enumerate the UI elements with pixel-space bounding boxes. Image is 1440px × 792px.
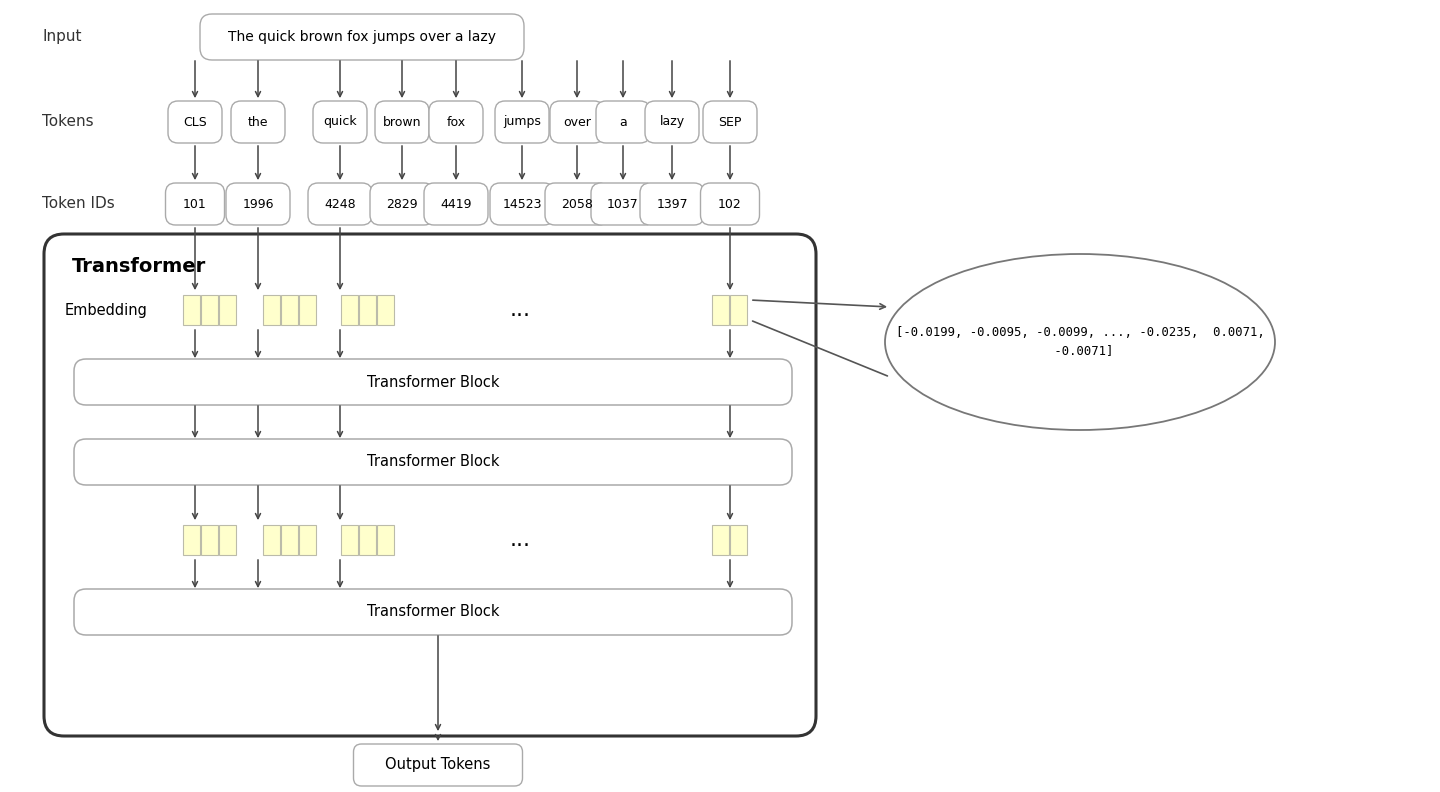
Bar bbox=[341, 295, 359, 325]
Text: 2829: 2829 bbox=[386, 197, 418, 211]
Text: 1996: 1996 bbox=[242, 197, 274, 211]
FancyBboxPatch shape bbox=[353, 744, 523, 786]
Text: 1397: 1397 bbox=[657, 197, 688, 211]
FancyBboxPatch shape bbox=[495, 101, 549, 143]
FancyBboxPatch shape bbox=[308, 183, 372, 225]
Bar bbox=[281, 295, 298, 325]
Text: CLS: CLS bbox=[183, 116, 207, 128]
FancyBboxPatch shape bbox=[226, 183, 289, 225]
FancyBboxPatch shape bbox=[73, 589, 792, 635]
Text: lazy: lazy bbox=[660, 116, 684, 128]
Bar bbox=[300, 295, 315, 325]
FancyBboxPatch shape bbox=[639, 183, 704, 225]
FancyBboxPatch shape bbox=[168, 101, 222, 143]
FancyBboxPatch shape bbox=[596, 101, 649, 143]
Text: the: the bbox=[248, 116, 268, 128]
Text: [-0.0199, -0.0095, -0.0099, ..., -0.0235,  0.0071,
 -0.0071]: [-0.0199, -0.0095, -0.0099, ..., -0.0235… bbox=[896, 326, 1264, 357]
Text: Transformer Block: Transformer Block bbox=[367, 604, 500, 619]
Text: SEP: SEP bbox=[719, 116, 742, 128]
Bar bbox=[359, 295, 376, 325]
Text: quick: quick bbox=[323, 116, 357, 128]
FancyBboxPatch shape bbox=[490, 183, 554, 225]
FancyBboxPatch shape bbox=[200, 14, 524, 60]
Text: 101: 101 bbox=[183, 197, 207, 211]
Text: Input: Input bbox=[42, 29, 82, 44]
Bar bbox=[730, 525, 747, 555]
Text: over: over bbox=[563, 116, 590, 128]
FancyBboxPatch shape bbox=[429, 101, 482, 143]
Bar bbox=[730, 295, 747, 325]
Text: Embedding: Embedding bbox=[65, 303, 148, 318]
Text: 14523: 14523 bbox=[503, 197, 541, 211]
Text: Transformer Block: Transformer Block bbox=[367, 455, 500, 470]
FancyBboxPatch shape bbox=[550, 101, 603, 143]
FancyBboxPatch shape bbox=[374, 101, 429, 143]
Text: Output Tokens: Output Tokens bbox=[386, 757, 491, 772]
FancyBboxPatch shape bbox=[45, 234, 816, 736]
Text: a: a bbox=[619, 116, 626, 128]
FancyBboxPatch shape bbox=[230, 101, 285, 143]
Bar bbox=[219, 525, 236, 555]
Bar bbox=[183, 525, 200, 555]
Bar bbox=[341, 525, 359, 555]
Bar bbox=[300, 525, 315, 555]
Bar bbox=[377, 295, 393, 325]
Text: 102: 102 bbox=[719, 197, 742, 211]
Text: ...: ... bbox=[510, 300, 530, 320]
Bar bbox=[202, 525, 217, 555]
FancyBboxPatch shape bbox=[370, 183, 433, 225]
FancyBboxPatch shape bbox=[423, 183, 488, 225]
Text: The quick brown fox jumps over a lazy: The quick brown fox jumps over a lazy bbox=[228, 30, 495, 44]
Bar bbox=[183, 295, 200, 325]
Text: jumps: jumps bbox=[503, 116, 541, 128]
Text: brown: brown bbox=[383, 116, 422, 128]
FancyBboxPatch shape bbox=[590, 183, 655, 225]
Ellipse shape bbox=[886, 254, 1274, 430]
FancyBboxPatch shape bbox=[73, 439, 792, 485]
Bar bbox=[713, 295, 729, 325]
FancyBboxPatch shape bbox=[73, 359, 792, 405]
Bar bbox=[281, 525, 298, 555]
Text: 4419: 4419 bbox=[441, 197, 472, 211]
Text: Token IDs: Token IDs bbox=[42, 196, 115, 211]
Bar bbox=[359, 525, 376, 555]
Text: 4248: 4248 bbox=[324, 197, 356, 211]
Text: Transformer Block: Transformer Block bbox=[367, 375, 500, 390]
Text: 2058: 2058 bbox=[562, 197, 593, 211]
Bar bbox=[264, 525, 281, 555]
Bar bbox=[219, 295, 236, 325]
FancyBboxPatch shape bbox=[645, 101, 698, 143]
FancyBboxPatch shape bbox=[166, 183, 225, 225]
Bar bbox=[264, 295, 281, 325]
Bar bbox=[202, 295, 217, 325]
Text: Transformer: Transformer bbox=[72, 257, 206, 276]
Text: 1037: 1037 bbox=[608, 197, 639, 211]
Bar bbox=[377, 525, 393, 555]
FancyBboxPatch shape bbox=[700, 183, 759, 225]
Text: ...: ... bbox=[510, 530, 530, 550]
Bar bbox=[713, 525, 729, 555]
Text: Tokens: Tokens bbox=[42, 115, 94, 130]
FancyBboxPatch shape bbox=[703, 101, 757, 143]
FancyBboxPatch shape bbox=[312, 101, 367, 143]
FancyBboxPatch shape bbox=[544, 183, 609, 225]
Text: fox: fox bbox=[446, 116, 465, 128]
